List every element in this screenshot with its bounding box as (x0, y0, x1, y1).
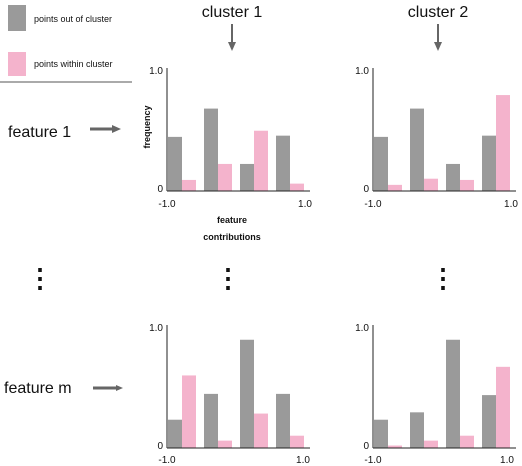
bar-out-of-cluster (374, 136, 388, 191)
bar-out-of-cluster (168, 419, 182, 448)
x-axis-title-line1: feature (217, 215, 247, 225)
bar-out-of-cluster (276, 135, 290, 191)
bar-within-cluster (460, 179, 474, 191)
x-tick-right: 1.0 (500, 455, 514, 466)
down-arrow-icon (434, 24, 442, 51)
column-title-cluster-1: cluster 1 (202, 4, 263, 21)
bar-within-cluster (460, 435, 474, 448)
down-arrow-icon (228, 24, 236, 51)
bar-within-cluster (496, 366, 510, 448)
y-tick-bottom: 0 (363, 441, 369, 452)
legend-label-within: points within cluster (34, 59, 113, 69)
chart-feature-m-cluster-1: 1.0 0 -1.0 1.0 (149, 323, 310, 466)
legend-label-out: points out of cluster (34, 14, 112, 24)
bar-out-of-cluster (240, 163, 254, 191)
bar-out-of-cluster (168, 136, 182, 191)
y-tick-top: 1.0 (355, 323, 369, 334)
bar-within-cluster (182, 375, 196, 448)
bar-out-of-cluster (204, 108, 218, 191)
bar-out-of-cluster (446, 339, 460, 448)
bar-within-cluster (388, 445, 402, 448)
y-tick-bottom: 0 (363, 184, 369, 195)
bar-within-cluster (218, 163, 232, 191)
x-tick-left: -1.0 (364, 199, 382, 210)
bar-out-of-cluster (482, 135, 496, 191)
right-arrow-icon (93, 385, 123, 391)
legend: points out of cluster points within clus… (0, 5, 132, 83)
legend-swatch-out (8, 5, 26, 31)
row-label-feature-m: feature m (4, 380, 72, 397)
bar-out-of-cluster (410, 108, 424, 191)
chart-feature-1-cluster-2: 1.0 0 -1.0 1.0 (355, 66, 518, 210)
x-tick-left: -1.0 (364, 455, 382, 466)
bar-out-of-cluster (276, 393, 290, 448)
ellipsis-cluster-2: ⋮ (430, 263, 456, 293)
x-tick-left: -1.0 (158, 455, 176, 466)
ellipsis-cluster-1: ⋮ (215, 263, 241, 293)
bar-out-of-cluster (374, 419, 388, 448)
bar-within-cluster (182, 179, 196, 191)
row-label-feature-1: feature 1 (8, 124, 71, 141)
y-axis-title: frequency (142, 105, 152, 148)
bar-within-cluster (254, 130, 268, 191)
bar-within-cluster (254, 413, 268, 448)
bar-out-of-cluster (446, 163, 460, 191)
bar-out-of-cluster (410, 412, 424, 448)
column-title-cluster-2: cluster 2 (408, 4, 469, 21)
bar-within-cluster (496, 95, 510, 191)
right-arrow-icon (90, 125, 121, 133)
bar-within-cluster (290, 183, 304, 191)
y-tick-bottom: 0 (157, 441, 163, 452)
bar-within-cluster (388, 184, 402, 191)
bar-within-cluster (290, 435, 304, 448)
bar-within-cluster (424, 178, 438, 191)
x-tick-right: 1.0 (296, 455, 310, 466)
x-tick-right: 1.0 (504, 199, 518, 210)
bar-within-cluster (424, 440, 438, 448)
chart-feature-1-cluster-1: 1.0 0 -1.0 1.0 (149, 66, 312, 210)
y-tick-top: 1.0 (149, 323, 163, 334)
bar-out-of-cluster (240, 339, 254, 448)
bar-within-cluster (218, 440, 232, 448)
chart-feature-m-cluster-2: 1.0 0 -1.0 1.0 (355, 323, 516, 466)
x-axis-title-line2: contributions (203, 232, 261, 242)
x-tick-left: -1.0 (158, 199, 176, 210)
bar-out-of-cluster (204, 393, 218, 448)
y-tick-top: 1.0 (355, 66, 369, 77)
bar-out-of-cluster (482, 395, 496, 448)
legend-swatch-within (8, 52, 26, 76)
ellipsis-rows: ⋮ (27, 263, 53, 293)
y-tick-top: 1.0 (149, 66, 163, 77)
y-tick-bottom: 0 (157, 184, 163, 195)
x-tick-right: 1.0 (298, 199, 312, 210)
